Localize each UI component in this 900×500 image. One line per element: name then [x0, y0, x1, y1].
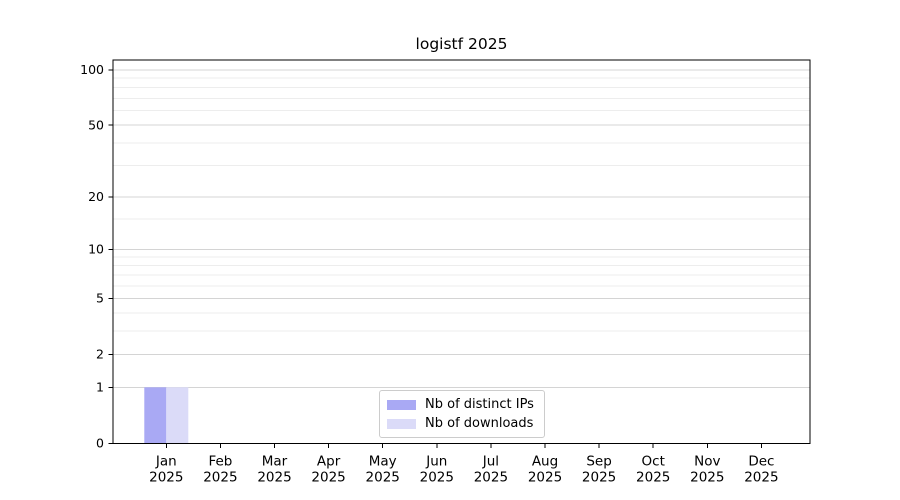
y-axis-tick-label: 50: [88, 117, 104, 132]
x-axis-month-label: Jan: [155, 453, 177, 469]
x-axis-year-label: 2025: [203, 469, 237, 485]
legend-label-distinct-ips: Nb of distinct IPs: [425, 397, 534, 412]
x-axis-month-label: Jun: [425, 453, 447, 469]
y-axis-tick-label: 1: [96, 380, 104, 395]
x-axis-year-label: 2025: [474, 469, 508, 485]
x-axis-year-label: 2025: [311, 469, 345, 485]
bar-jan-series-0: [144, 387, 167, 444]
x-axis-year-label: 2025: [744, 469, 778, 485]
y-axis-tick-label: 100: [80, 62, 104, 77]
x-axis-year-label: 2025: [366, 469, 400, 485]
x-axis-month-label: Jul: [482, 453, 499, 469]
y-axis-tick-label: 2: [96, 347, 104, 362]
legend-swatch-distinct-ips: [387, 399, 416, 410]
y-axis-tick-label: 0: [96, 436, 104, 451]
y-axis-tick-label: 5: [96, 291, 104, 306]
x-axis-month-label: Aug: [532, 453, 558, 469]
x-axis-year-label: 2025: [149, 469, 183, 485]
x-axis-month-label: Oct: [642, 453, 665, 469]
x-axis-month-label: Nov: [694, 453, 720, 469]
legend-swatch-downloads: [387, 418, 416, 429]
chart-title: logistf 2025: [415, 35, 508, 53]
x-axis-year-label: 2025: [582, 469, 616, 485]
y-axis-tick-label: 20: [88, 189, 104, 204]
x-axis-month-label: Dec: [748, 453, 774, 469]
x-axis-month-label: Feb: [208, 453, 232, 469]
x-axis-year-label: 2025: [690, 469, 724, 485]
y-axis-tick-label: 10: [88, 242, 104, 257]
x-axis-year-label: 2025: [420, 469, 454, 485]
x-axis-month-label: Apr: [317, 453, 341, 469]
x-axis-year-label: 2025: [257, 469, 291, 485]
x-axis-year-label: 2025: [636, 469, 670, 485]
x-axis-year-label: 2025: [528, 469, 562, 485]
x-axis-month-label: Sep: [586, 453, 611, 469]
bar-jan-series-1: [166, 387, 189, 444]
legend-item-distinct-ips: Nb of distinct IPs: [387, 397, 537, 412]
legend-item-downloads: Nb of downloads: [387, 416, 537, 431]
legend-label-downloads: Nb of downloads: [425, 416, 534, 431]
x-axis-month-label: May: [369, 453, 397, 469]
x-axis-month-label: Mar: [262, 453, 288, 469]
legend: Nb of distinct IPs Nb of downloads: [379, 390, 545, 438]
plot-border: [112, 59, 811, 444]
